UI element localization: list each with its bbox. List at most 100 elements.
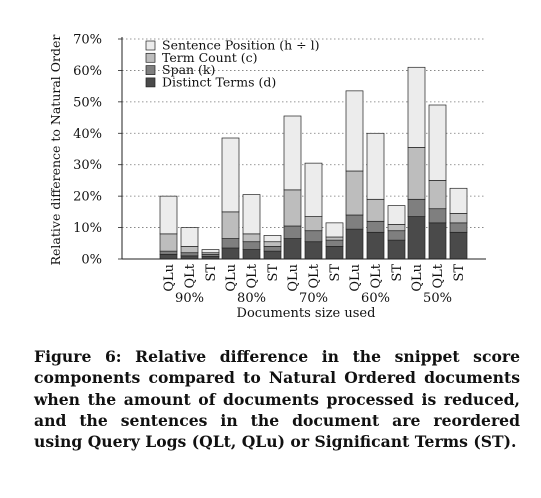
y-tick-label: 70% (73, 33, 102, 48)
x-tick-label: ST (204, 264, 219, 282)
x-tick-label: QLt (307, 263, 322, 288)
bar-segment (263, 235, 282, 243)
bar-segment (201, 249, 220, 254)
bar-segment (242, 241, 261, 250)
bar-segment (242, 249, 261, 260)
bar-segment (221, 137, 240, 213)
bar-segment (449, 187, 468, 214)
group-label: 70% (299, 291, 328, 306)
bar-segment (263, 246, 282, 252)
bar-segment (304, 216, 323, 232)
bar-segment (407, 198, 426, 217)
x-tick-label: QLu (224, 264, 239, 292)
bar-segment (159, 233, 178, 252)
bar-segment (449, 213, 468, 224)
y-tick-label: 40% (73, 127, 102, 142)
bar-segment (428, 104, 447, 181)
x-tick-label: ST (452, 264, 467, 282)
legend-swatch (145, 40, 156, 51)
bar-segment (325, 236, 344, 241)
x-tick-label: QLt (183, 263, 198, 288)
bar-segment (366, 132, 385, 200)
bar-segment (159, 250, 178, 255)
bar-segment (387, 230, 406, 241)
y-tick-label: 60% (73, 64, 102, 79)
legend-label: Distinct Terms (d) (162, 74, 276, 89)
x-tick-label: QLu (348, 264, 363, 292)
bar-segment (180, 252, 199, 257)
bar-segment (221, 211, 240, 239)
bar-segment (345, 228, 364, 260)
x-axis-label: Documents size used (237, 306, 376, 321)
bar-segment (283, 225, 302, 239)
bar-segment (407, 66, 426, 148)
bar-segment (428, 208, 447, 224)
bar-segment (263, 250, 282, 260)
x-tick-label: QLu (286, 264, 301, 292)
bar-segment (325, 246, 344, 260)
figure-caption: Figure 6: Relative difference in the sni… (34, 347, 520, 452)
bar-segment (221, 247, 240, 260)
x-tick-label: QLu (410, 264, 425, 292)
axes (121, 37, 486, 260)
bar-segment (304, 162, 323, 217)
x-tick-label: QLt (431, 263, 446, 288)
bar-segment (449, 231, 468, 260)
x-tick-label: QLt (245, 263, 260, 288)
y-tick-label: 50% (73, 95, 102, 110)
bar-segment (407, 216, 426, 260)
x-tick-label: ST (328, 264, 343, 282)
bar-segment (387, 224, 406, 232)
y-axis-label: Relative difference to Natural Order (48, 35, 63, 266)
bar-segment (325, 222, 344, 238)
bars (159, 66, 468, 260)
bar-segment (263, 241, 282, 247)
y-tick-label: 20% (73, 190, 102, 205)
bar-segment (159, 195, 178, 235)
legend-label: Span (k) (162, 62, 215, 77)
bar-segment (366, 231, 385, 260)
bar-segment (366, 220, 385, 233)
legend-label: Sentence Position (h ÷ l) (162, 38, 320, 53)
y-tick-label: 0% (81, 253, 102, 268)
bar-segment (345, 214, 364, 230)
bar-segment (180, 246, 199, 254)
group-label: 50% (423, 291, 452, 306)
legend-swatch (145, 77, 156, 88)
bar-segment (407, 147, 426, 200)
y-tick-label: 10% (73, 221, 102, 236)
bar-segment (180, 227, 199, 247)
legend-swatch (145, 52, 156, 63)
bar-segment (325, 239, 344, 247)
bar-segment (366, 198, 385, 222)
bar-segment (242, 233, 261, 243)
bar-segment (283, 238, 302, 260)
bar-segment (283, 189, 302, 227)
bar-segment (304, 230, 323, 243)
bar-segment (345, 170, 364, 216)
bar-segment (387, 239, 406, 260)
x-tick-label: QLu (162, 264, 177, 292)
x-tick-label: ST (390, 264, 405, 282)
x-tick-label: ST (266, 264, 281, 282)
y-tick-label: 30% (73, 158, 102, 173)
bar-segment (345, 90, 364, 172)
bar-segment (221, 238, 240, 249)
bar-segment (283, 115, 302, 191)
bar-segment (449, 222, 468, 233)
bar-segment (242, 194, 261, 235)
legend-label: Term Count (c) (162, 50, 258, 65)
group-label: 90% (175, 291, 204, 306)
bar-segment (304, 241, 323, 260)
y-tick-labels: 0% 10% 20% 30% 40% 50% 60% 70% (73, 33, 102, 268)
legend: Sentence Position (h ÷ l)Term Count (c)S… (145, 38, 320, 89)
group-label: 80% (237, 291, 266, 306)
group-label: 60% (361, 291, 390, 306)
legend-swatch (145, 65, 156, 75)
bar-segment (387, 205, 406, 225)
bar-segment (428, 180, 447, 210)
bar-segment (428, 222, 447, 260)
x-tick-label: QLt (369, 263, 384, 288)
